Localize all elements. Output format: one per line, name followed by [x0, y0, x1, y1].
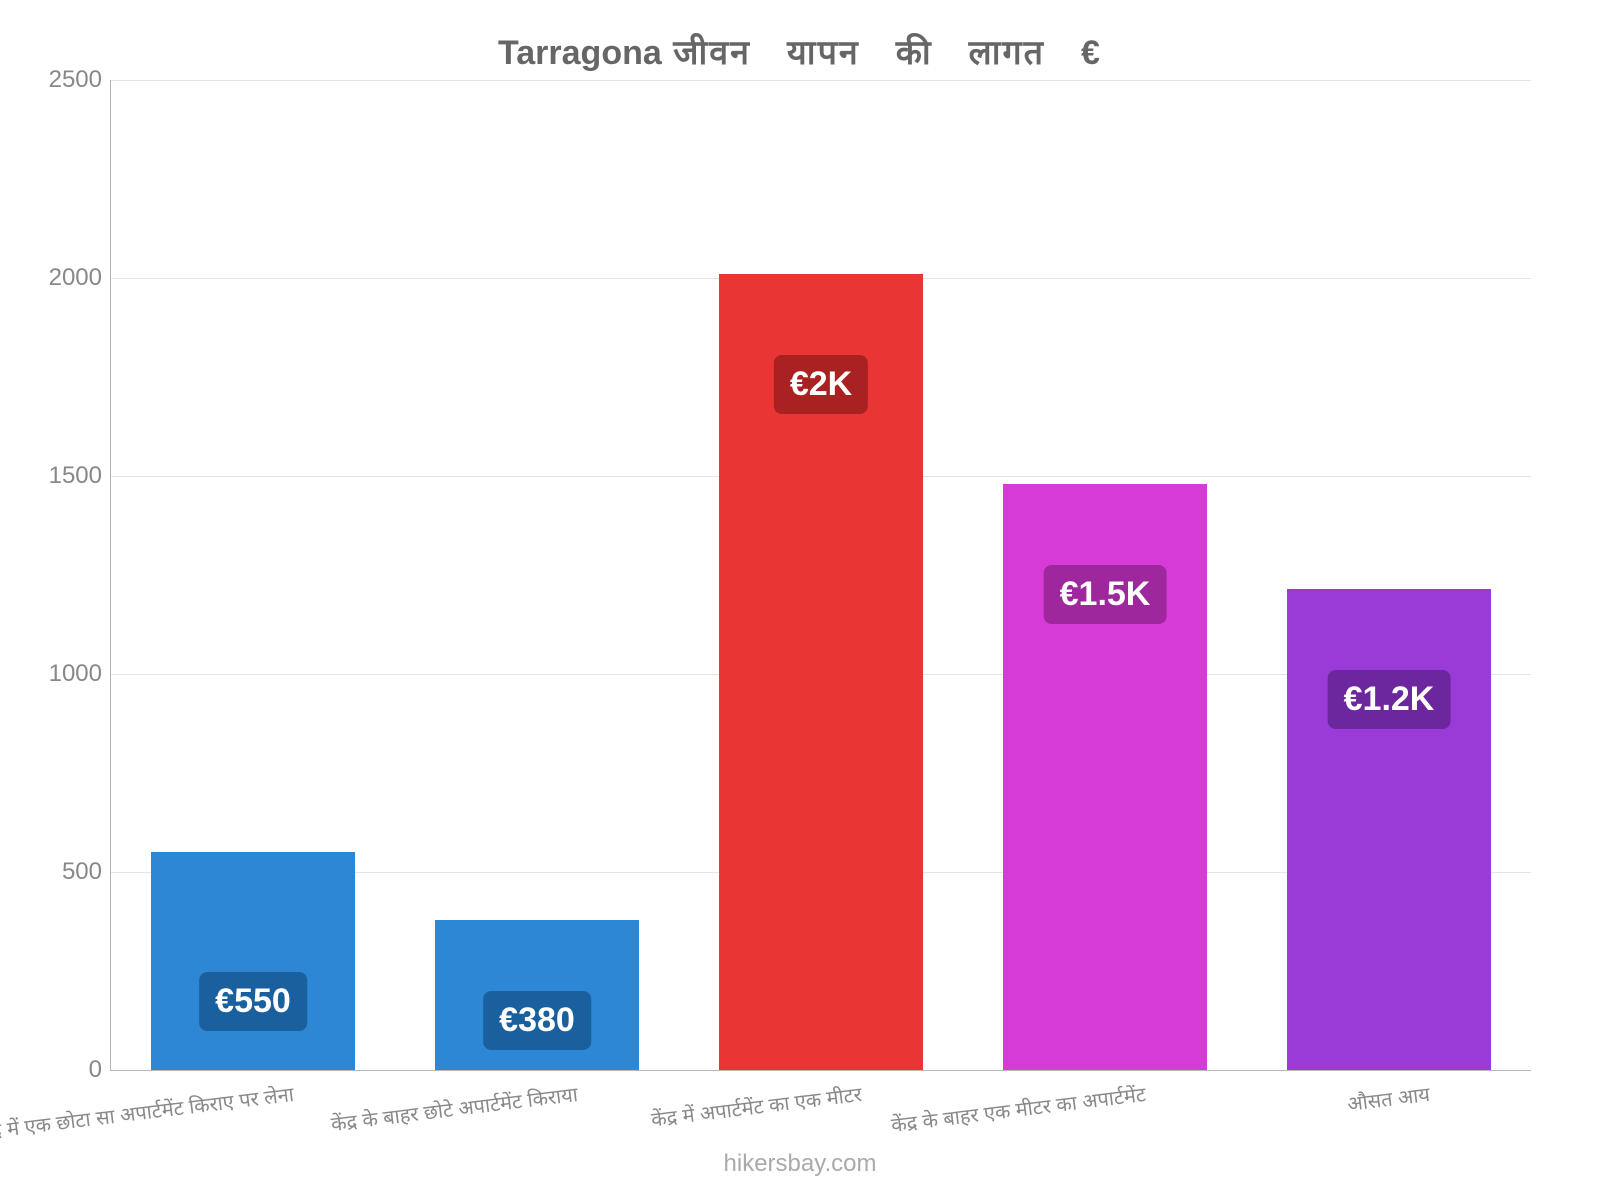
plot-area: €550 €380 €2K €1.5K €1.2K [110, 80, 1531, 1071]
gridline [111, 80, 1531, 81]
title-city: Tarragona [498, 34, 662, 72]
y-tick-label: 2000 [12, 264, 102, 292]
bar-value-label: €1.5K [1044, 565, 1167, 624]
y-tick-label: 500 [12, 858, 102, 886]
title-rest: जीवन यापन की लागत € [673, 34, 1102, 72]
y-tick-label: 0 [12, 1056, 102, 1084]
bar-value-label: €550 [199, 972, 307, 1031]
chart-title: Tarragona जीवन यापन की लागत € [0, 28, 1600, 74]
bar [1287, 589, 1491, 1070]
bar-value-label: €2K [774, 355, 868, 414]
bar-value-label: €380 [483, 991, 591, 1050]
y-tick-label: 1000 [12, 660, 102, 688]
bar-value-label: €1.2K [1328, 670, 1451, 729]
y-tick-label: 1500 [12, 462, 102, 490]
cost-of-living-chart: Tarragona जीवन यापन की लागत € €550 €380 €2… [0, 0, 1600, 1200]
chart-footer: hikersbay.com [0, 1150, 1600, 1178]
bar [151, 852, 355, 1070]
y-tick-label: 2500 [12, 66, 102, 94]
